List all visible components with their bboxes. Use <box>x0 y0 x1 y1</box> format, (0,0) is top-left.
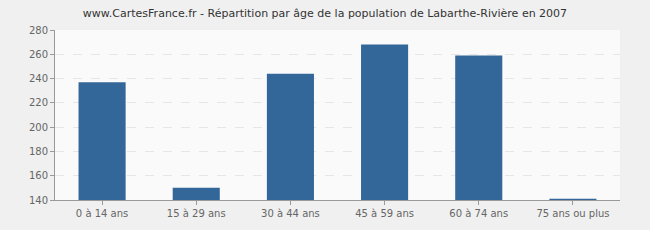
svg-text:15 à 29 ans: 15 à 29 ans <box>167 208 226 219</box>
svg-text:60 à 74 ans: 60 à 74 ans <box>449 208 508 219</box>
svg-text:75 ans ou plus: 75 ans ou plus <box>536 208 609 219</box>
svg-text:200: 200 <box>29 122 48 133</box>
svg-text:280: 280 <box>29 25 48 36</box>
svg-text:30 à 44 ans: 30 à 44 ans <box>261 208 320 219</box>
svg-text:160: 160 <box>29 170 48 181</box>
svg-text:180: 180 <box>29 146 48 157</box>
svg-text:220: 220 <box>29 97 48 108</box>
svg-text:240: 240 <box>29 73 48 84</box>
svg-text:0 à 14 ans: 0 à 14 ans <box>76 208 128 219</box>
svg-text:45 à 59 ans: 45 à 59 ans <box>355 208 414 219</box>
svg-text:260: 260 <box>29 49 48 60</box>
svg-text:140: 140 <box>29 195 48 206</box>
svg-text:www.CartesFrance.fr - Répartit: www.CartesFrance.fr - Répartition par âg… <box>83 7 567 20</box>
